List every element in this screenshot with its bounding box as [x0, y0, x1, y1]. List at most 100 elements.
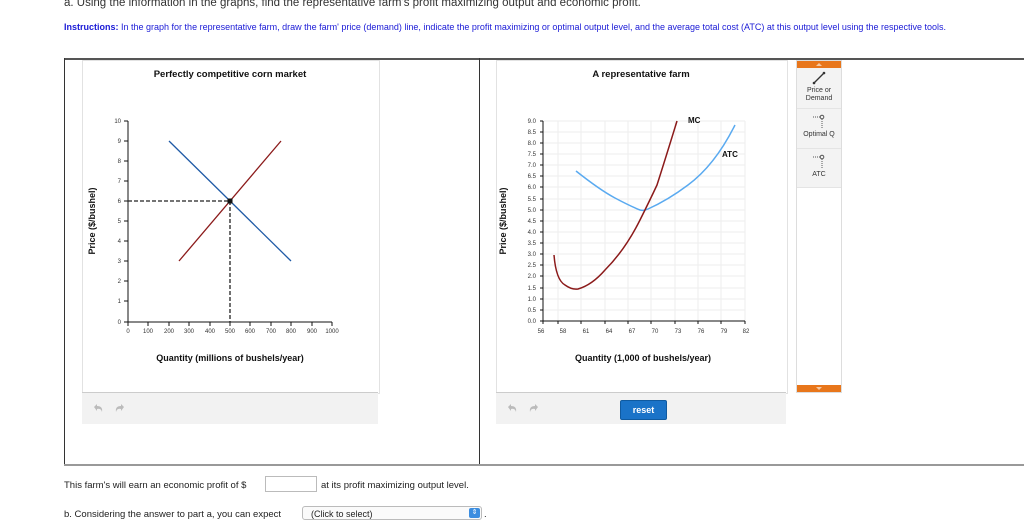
frame-left-border: [64, 58, 65, 465]
svg-text:500: 500: [225, 329, 236, 335]
part-b-select[interactable]: (Click to select) ⇕: [302, 506, 482, 520]
farm-graph-panel[interactable]: [496, 60, 788, 394]
tool-palette: Price or Demand Optimal Q ATC: [796, 60, 842, 393]
svg-text:8.0: 8.0: [528, 141, 537, 147]
undo-icon[interactable]: [92, 403, 104, 413]
dropline-tool-icon: [813, 114, 825, 128]
instructions: Instructions: In the graph for the repre…: [64, 22, 946, 32]
atc-curve[interactable]: [575, 124, 736, 212]
svg-text:70: 70: [652, 329, 659, 335]
svg-text:8.5: 8.5: [528, 130, 537, 136]
svg-text:400: 400: [205, 329, 216, 335]
instructions-label: Instructions:: [64, 22, 119, 32]
farm-y-tick-labels: 9.0 8.5 8.0 7.5 7.0 6.5 6.0 5.5 5.0 4.5 4.0 3.5 3.0 2…: [528, 119, 537, 325]
palette-scroll-up[interactable]: [797, 61, 841, 68]
svg-text:2.0: 2.0: [528, 274, 537, 280]
palette-scroll-down[interactable]: [797, 385, 841, 392]
svg-text:76: 76: [698, 329, 705, 335]
svg-text:300: 300: [184, 329, 195, 335]
svg-text:0: 0: [126, 329, 130, 335]
svg-text:73: 73: [675, 329, 682, 335]
svg-text:3: 3: [118, 259, 122, 265]
svg-text:3.5: 3.5: [528, 241, 537, 247]
tool-label: Demand: [805, 95, 833, 102]
svg-text:1000: 1000: [325, 329, 339, 335]
tool-label: Price or: [806, 87, 832, 94]
tool-optimal-q[interactable]: Optimal Q: [797, 109, 841, 149]
svg-text:800: 800: [286, 329, 297, 335]
svg-text:900: 900: [307, 329, 318, 335]
market-graph-toolbar: [82, 392, 378, 424]
dropline-tool-icon: [813, 154, 825, 168]
farm-grid: [543, 120, 746, 321]
svg-text:8: 8: [118, 159, 122, 165]
tool-label: ATC: [812, 171, 826, 178]
svg-text:7.5: 7.5: [528, 152, 537, 158]
svg-text:2: 2: [118, 279, 122, 285]
svg-text:600: 600: [245, 329, 256, 335]
tool-atc[interactable]: ATC: [797, 149, 841, 188]
farm-x-axis: [542, 320, 746, 324]
svg-text:3.0: 3.0: [528, 252, 537, 258]
svg-text:5.5: 5.5: [528, 197, 537, 203]
equilibrium-point[interactable]: [227, 198, 233, 204]
svg-text:6: 6: [118, 199, 122, 205]
svg-text:1.0: 1.0: [528, 297, 537, 303]
svg-text:6.5: 6.5: [528, 174, 537, 180]
svg-text:2.5: 2.5: [528, 263, 537, 269]
part-b-suffix: .: [484, 509, 487, 520]
market-y-axis-label: Price ($/bushel): [87, 187, 97, 254]
farm-x-tick-labels: 56 58 61 64 67 70 73 76 79 82: [538, 329, 750, 335]
atc-label: ATC: [722, 150, 738, 159]
instructions-text: In the graph for the representative farm…: [118, 22, 946, 32]
svg-text:64: 64: [606, 329, 613, 335]
mc-label: MC: [688, 116, 701, 125]
redo-icon[interactable]: [528, 403, 540, 413]
profit-sentence-before: This farm's will earn an economic profit…: [64, 480, 247, 491]
market-x-tick-labels: 0 100 200 300 400 500 600 700 800 900 1000: [126, 329, 339, 335]
farm-graph-title: A representative farm: [592, 69, 690, 80]
frame-divider: [479, 58, 480, 465]
svg-text:7: 7: [118, 179, 122, 185]
market-graph-panel[interactable]: [82, 60, 380, 394]
svg-text:61: 61: [583, 329, 590, 335]
frame-bottom-border: [64, 464, 1024, 466]
svg-text:4.5: 4.5: [528, 219, 537, 225]
svg-text:5: 5: [118, 219, 122, 225]
svg-text:56: 56: [538, 329, 545, 335]
svg-text:67: 67: [629, 329, 636, 335]
undo-icon[interactable]: [506, 403, 518, 413]
market-y-axis: [124, 120, 129, 323]
svg-text:82: 82: [743, 329, 750, 335]
svg-text:7.0: 7.0: [528, 163, 537, 169]
svg-text:58: 58: [560, 329, 567, 335]
redo-icon[interactable]: [114, 403, 126, 413]
reset-button[interactable]: reset: [620, 400, 667, 420]
select-arrows-icon: ⇕: [469, 508, 480, 518]
farm-x-axis-label: Quantity (1,000 of bushels/year): [575, 353, 711, 363]
svg-text:1.5: 1.5: [528, 286, 537, 292]
question-part-a: a. Using the information in the graphs, …: [64, 0, 641, 9]
svg-text:0.0: 0.0: [528, 319, 537, 325]
svg-text:10: 10: [114, 119, 121, 125]
svg-text:0.5: 0.5: [528, 308, 537, 314]
svg-text:0: 0: [118, 320, 122, 326]
frame-top-border: [64, 58, 1024, 60]
chevron-down-icon: [816, 387, 822, 390]
tool-price-or-demand[interactable]: Price or Demand: [797, 68, 841, 109]
market-graph-title: Perfectly competitive corn market: [153, 69, 307, 80]
svg-text:100: 100: [143, 329, 154, 335]
farm-graph-canvas[interactable]: 9.0 8.5 8.0 7.5 7.0 6.5 6.0 5.5 5.0 4.5 4.0 3.5 3.0 2…: [496, 100, 786, 380]
svg-text:4.0: 4.0: [528, 230, 537, 236]
mc-curve[interactable]: [553, 120, 678, 290]
svg-text:79: 79: [721, 329, 728, 335]
chevron-up-icon: [816, 63, 822, 66]
farm-y-axis-label: Price ($/bushel): [498, 187, 508, 254]
svg-text:1: 1: [118, 299, 122, 305]
farm-y-axis: [540, 120, 544, 322]
line-tool-icon: [812, 71, 826, 85]
tool-label: Optimal Q: [803, 131, 835, 138]
economic-profit-input[interactable]: [265, 476, 317, 492]
